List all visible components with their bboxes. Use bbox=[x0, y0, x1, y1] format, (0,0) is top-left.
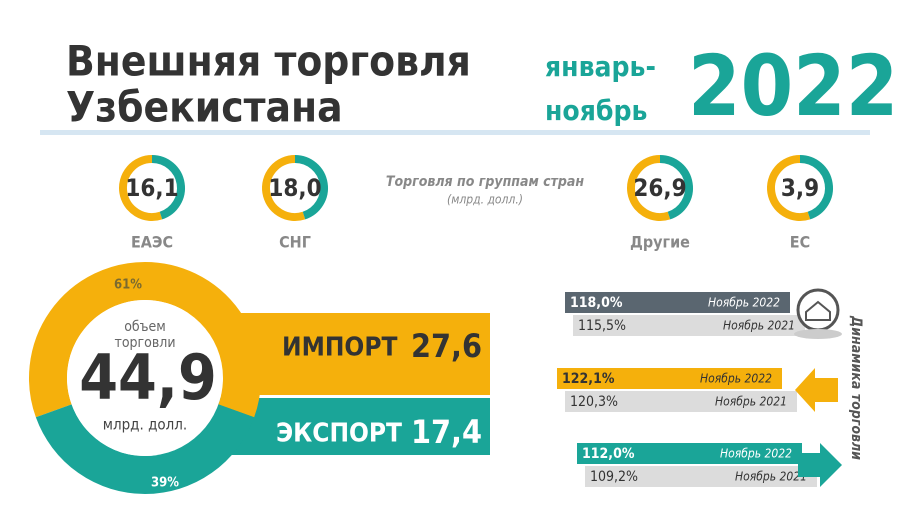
group-label: СНГ bbox=[279, 233, 311, 252]
volume-caption: торговли bbox=[114, 335, 175, 351]
group-label: Другие bbox=[630, 233, 690, 252]
divider bbox=[40, 130, 870, 135]
previous-bar bbox=[585, 466, 817, 487]
title: Узбекистана bbox=[66, 83, 343, 132]
ring-core bbox=[636, 164, 684, 212]
current-label: Ноябрь 2022 bbox=[720, 447, 792, 461]
current-bar bbox=[565, 292, 790, 313]
previous-label: Ноябрь 2021 bbox=[735, 470, 807, 484]
current-label: Ноябрь 2022 bbox=[708, 296, 780, 310]
previous-value: 120,3% bbox=[570, 394, 618, 410]
volume-unit: млрд. долл. bbox=[103, 416, 187, 434]
ring-arc bbox=[799, 155, 833, 220]
previous-value: 115,5% bbox=[578, 318, 626, 334]
group-label: ЕС bbox=[790, 233, 810, 252]
current-value: 112,0% bbox=[582, 446, 635, 462]
flow-label: ЭКСПОРТ bbox=[276, 419, 402, 449]
ring-arc bbox=[627, 155, 671, 221]
year: 2022 bbox=[688, 37, 898, 135]
import-arrow bbox=[795, 368, 838, 412]
group-value: 18,0 bbox=[268, 174, 321, 202]
export-share: 39% bbox=[151, 476, 179, 491]
donut-export bbox=[35, 403, 255, 494]
export-arrow bbox=[798, 443, 842, 487]
ring-arc bbox=[151, 155, 185, 220]
period: ноябрь bbox=[545, 94, 647, 127]
groups-unit: (млрд. долл.) bbox=[447, 193, 523, 207]
import-share: 61% bbox=[114, 278, 142, 293]
ring-core bbox=[776, 164, 824, 212]
flow-label: ИМПОРТ bbox=[282, 333, 397, 363]
donut-core bbox=[67, 300, 223, 456]
groups-title: Торговля по группам стран bbox=[386, 174, 585, 190]
ring-arc bbox=[262, 155, 306, 221]
dynamics-title: Динамика торговли bbox=[848, 315, 864, 460]
ring-core bbox=[128, 164, 176, 212]
volume-value: 44,9 bbox=[79, 341, 217, 414]
group-value: 3,9 bbox=[781, 174, 819, 202]
current-bar bbox=[577, 443, 802, 464]
flow-value: 17,4 bbox=[411, 413, 482, 451]
current-label: Ноябрь 2022 bbox=[700, 372, 772, 386]
current-value: 118,0% bbox=[570, 295, 623, 311]
volume-caption: объем bbox=[124, 319, 166, 335]
group-value: 16,1 bbox=[125, 174, 178, 202]
trade-icon bbox=[796, 288, 840, 332]
ring-arc bbox=[767, 155, 811, 221]
trade-icon bbox=[805, 300, 831, 321]
previous-label: Ноябрь 2021 bbox=[723, 319, 795, 333]
previous-label: Ноябрь 2021 bbox=[715, 395, 787, 409]
current-value: 122,1% bbox=[562, 371, 615, 387]
title: Внешняя торговля bbox=[66, 37, 471, 86]
current-bar bbox=[557, 368, 782, 389]
previous-value: 109,2% bbox=[590, 469, 638, 485]
period: январь- bbox=[545, 50, 656, 83]
ring-arc bbox=[294, 155, 328, 220]
group-label: ЕАЭС bbox=[131, 233, 173, 252]
flow-value: 27,6 bbox=[411, 327, 482, 365]
donut-import bbox=[29, 262, 261, 418]
ring-core bbox=[271, 164, 319, 212]
previous-bar bbox=[573, 315, 805, 336]
ring-arc bbox=[119, 155, 163, 221]
previous-bar bbox=[565, 391, 797, 412]
trade-icon bbox=[794, 329, 842, 339]
group-value: 26,9 bbox=[633, 174, 686, 202]
ring-arc bbox=[659, 155, 693, 220]
